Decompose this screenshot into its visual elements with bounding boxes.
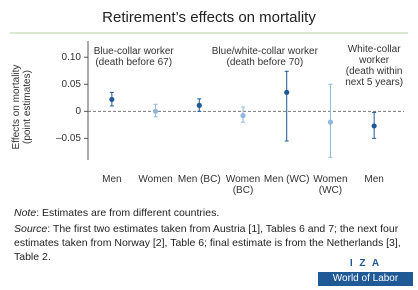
point	[196, 102, 202, 108]
logo-bottom: World of Labor	[332, 273, 399, 284]
x-tick-label: Men (WC)	[263, 174, 310, 185]
x-tick-label: Women (WC)	[313, 174, 348, 196]
x-tick-label: Women (BC)	[225, 174, 261, 196]
annotation: White-collar worker (death within next 5…	[345, 44, 404, 88]
point	[109, 96, 115, 103]
annotation: Blue/white-collar worker (death before 7…	[211, 46, 318, 68]
source-text: : The first two estimates taken from Aus…	[14, 223, 401, 263]
source: Source: The first two estimates taken fr…	[14, 222, 409, 264]
logo-top: I Z A	[349, 258, 382, 269]
note-text: : Estimates are from different countries…	[36, 207, 220, 219]
y-tick-label: 0.10	[62, 52, 82, 63]
x-tick-label: Women	[138, 174, 173, 185]
x-tick-label: Men	[364, 174, 384, 185]
logo-bar	[318, 272, 413, 286]
point	[152, 108, 159, 114]
chart-title: Retirement’s effects on mortality	[102, 9, 316, 26]
y-axis-label: Effects on mortality (point estimates)	[11, 64, 33, 150]
point	[284, 89, 290, 95]
point	[327, 119, 334, 125]
y-tick-label: –0.05	[56, 133, 81, 144]
point	[240, 113, 246, 119]
point	[371, 123, 377, 129]
y-tick-label: 0.05	[62, 79, 82, 90]
source-label: Source	[14, 223, 48, 235]
note-label: Note	[14, 207, 37, 219]
note: Note: Estimates are from different count…	[14, 206, 409, 220]
x-tick-label: Men (BC)	[177, 174, 221, 185]
y-tick-label: 0	[75, 106, 81, 117]
annotation: Blue-collar worker (death before 67)	[93, 46, 174, 68]
x-tick-label: Men	[102, 174, 122, 185]
